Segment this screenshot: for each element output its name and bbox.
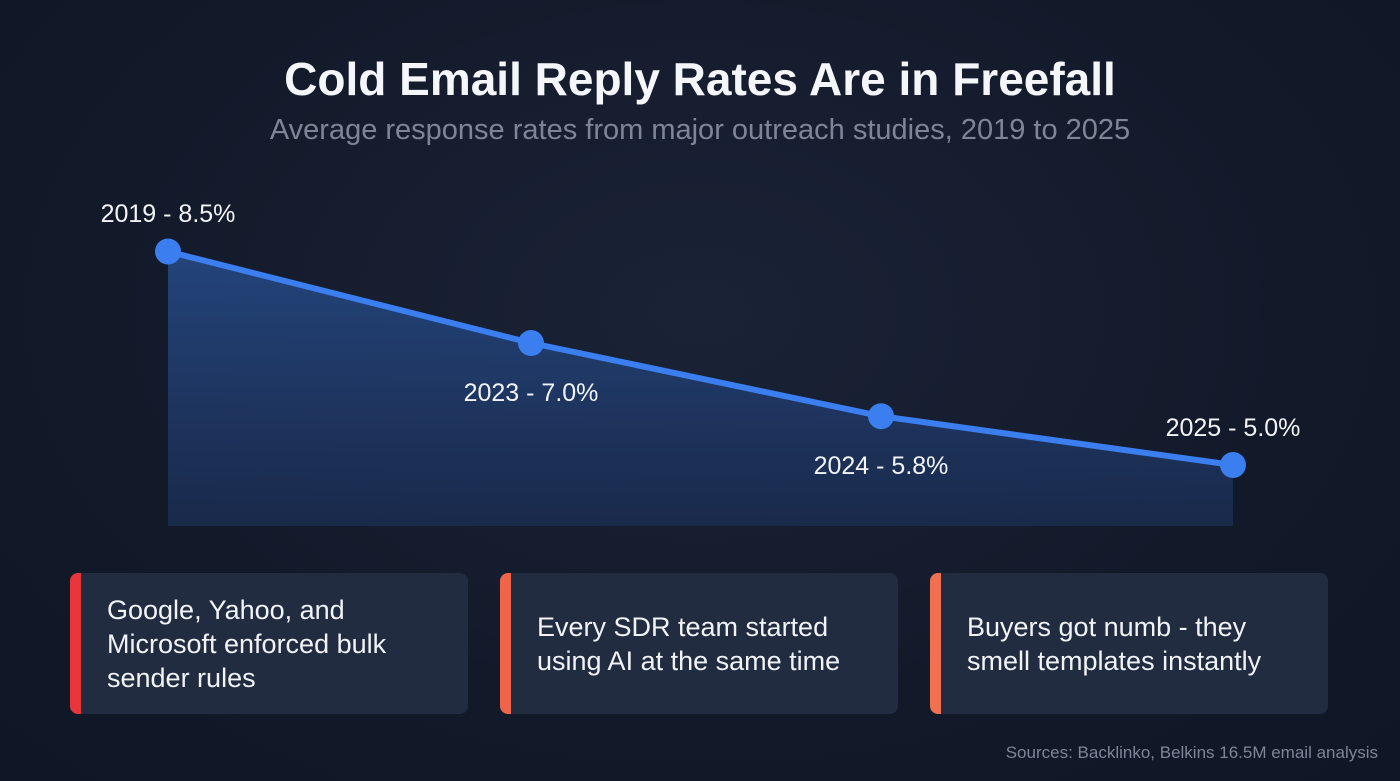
reason-card-2: Every SDR team started using AI at the s…: [500, 573, 898, 714]
card-text: Every SDR team started using AI at the s…: [537, 611, 841, 676]
data-label-2024: 2024 - 5.8%: [814, 452, 949, 480]
series-line: [167, 248, 1234, 468]
data-label-2025: 2025 - 5.0%: [1166, 414, 1301, 442]
data-point-2025: [1220, 452, 1246, 478]
chart-title: Cold Email Reply Rates Are in Freefall: [284, 53, 1116, 105]
data-label-2019: 2019 - 8.5%: [101, 200, 236, 228]
data-point-2023: [518, 330, 544, 356]
card-text: Buyers got numb - they smell templates i…: [967, 611, 1262, 676]
card-accent-bar: [930, 573, 941, 714]
source-note: Sources: Backlinko, Belkins 16.5M email …: [1005, 743, 1378, 762]
card-accent-bar: [500, 573, 511, 714]
reason-card-3: Buyers got numb - they smell templates i…: [930, 573, 1328, 714]
data-point-2019: [155, 238, 181, 265]
card-text: Google, Yahoo, and Microsoft enforced bu…: [107, 594, 387, 693]
card-accent-bar: [70, 573, 81, 714]
chart-subtitle: Average response rates from major outrea…: [269, 114, 1131, 146]
data-point-2024: [868, 403, 894, 430]
data-label-2023: 2023 - 7.0%: [464, 379, 599, 407]
line-chart: 2019 - 8.5% 2023 - 7.0% 2024 - 5.8% 2025 - …: [101, 200, 1301, 526]
reason-card-1: Google, Yahoo, and Microsoft enforced bu…: [70, 573, 468, 714]
